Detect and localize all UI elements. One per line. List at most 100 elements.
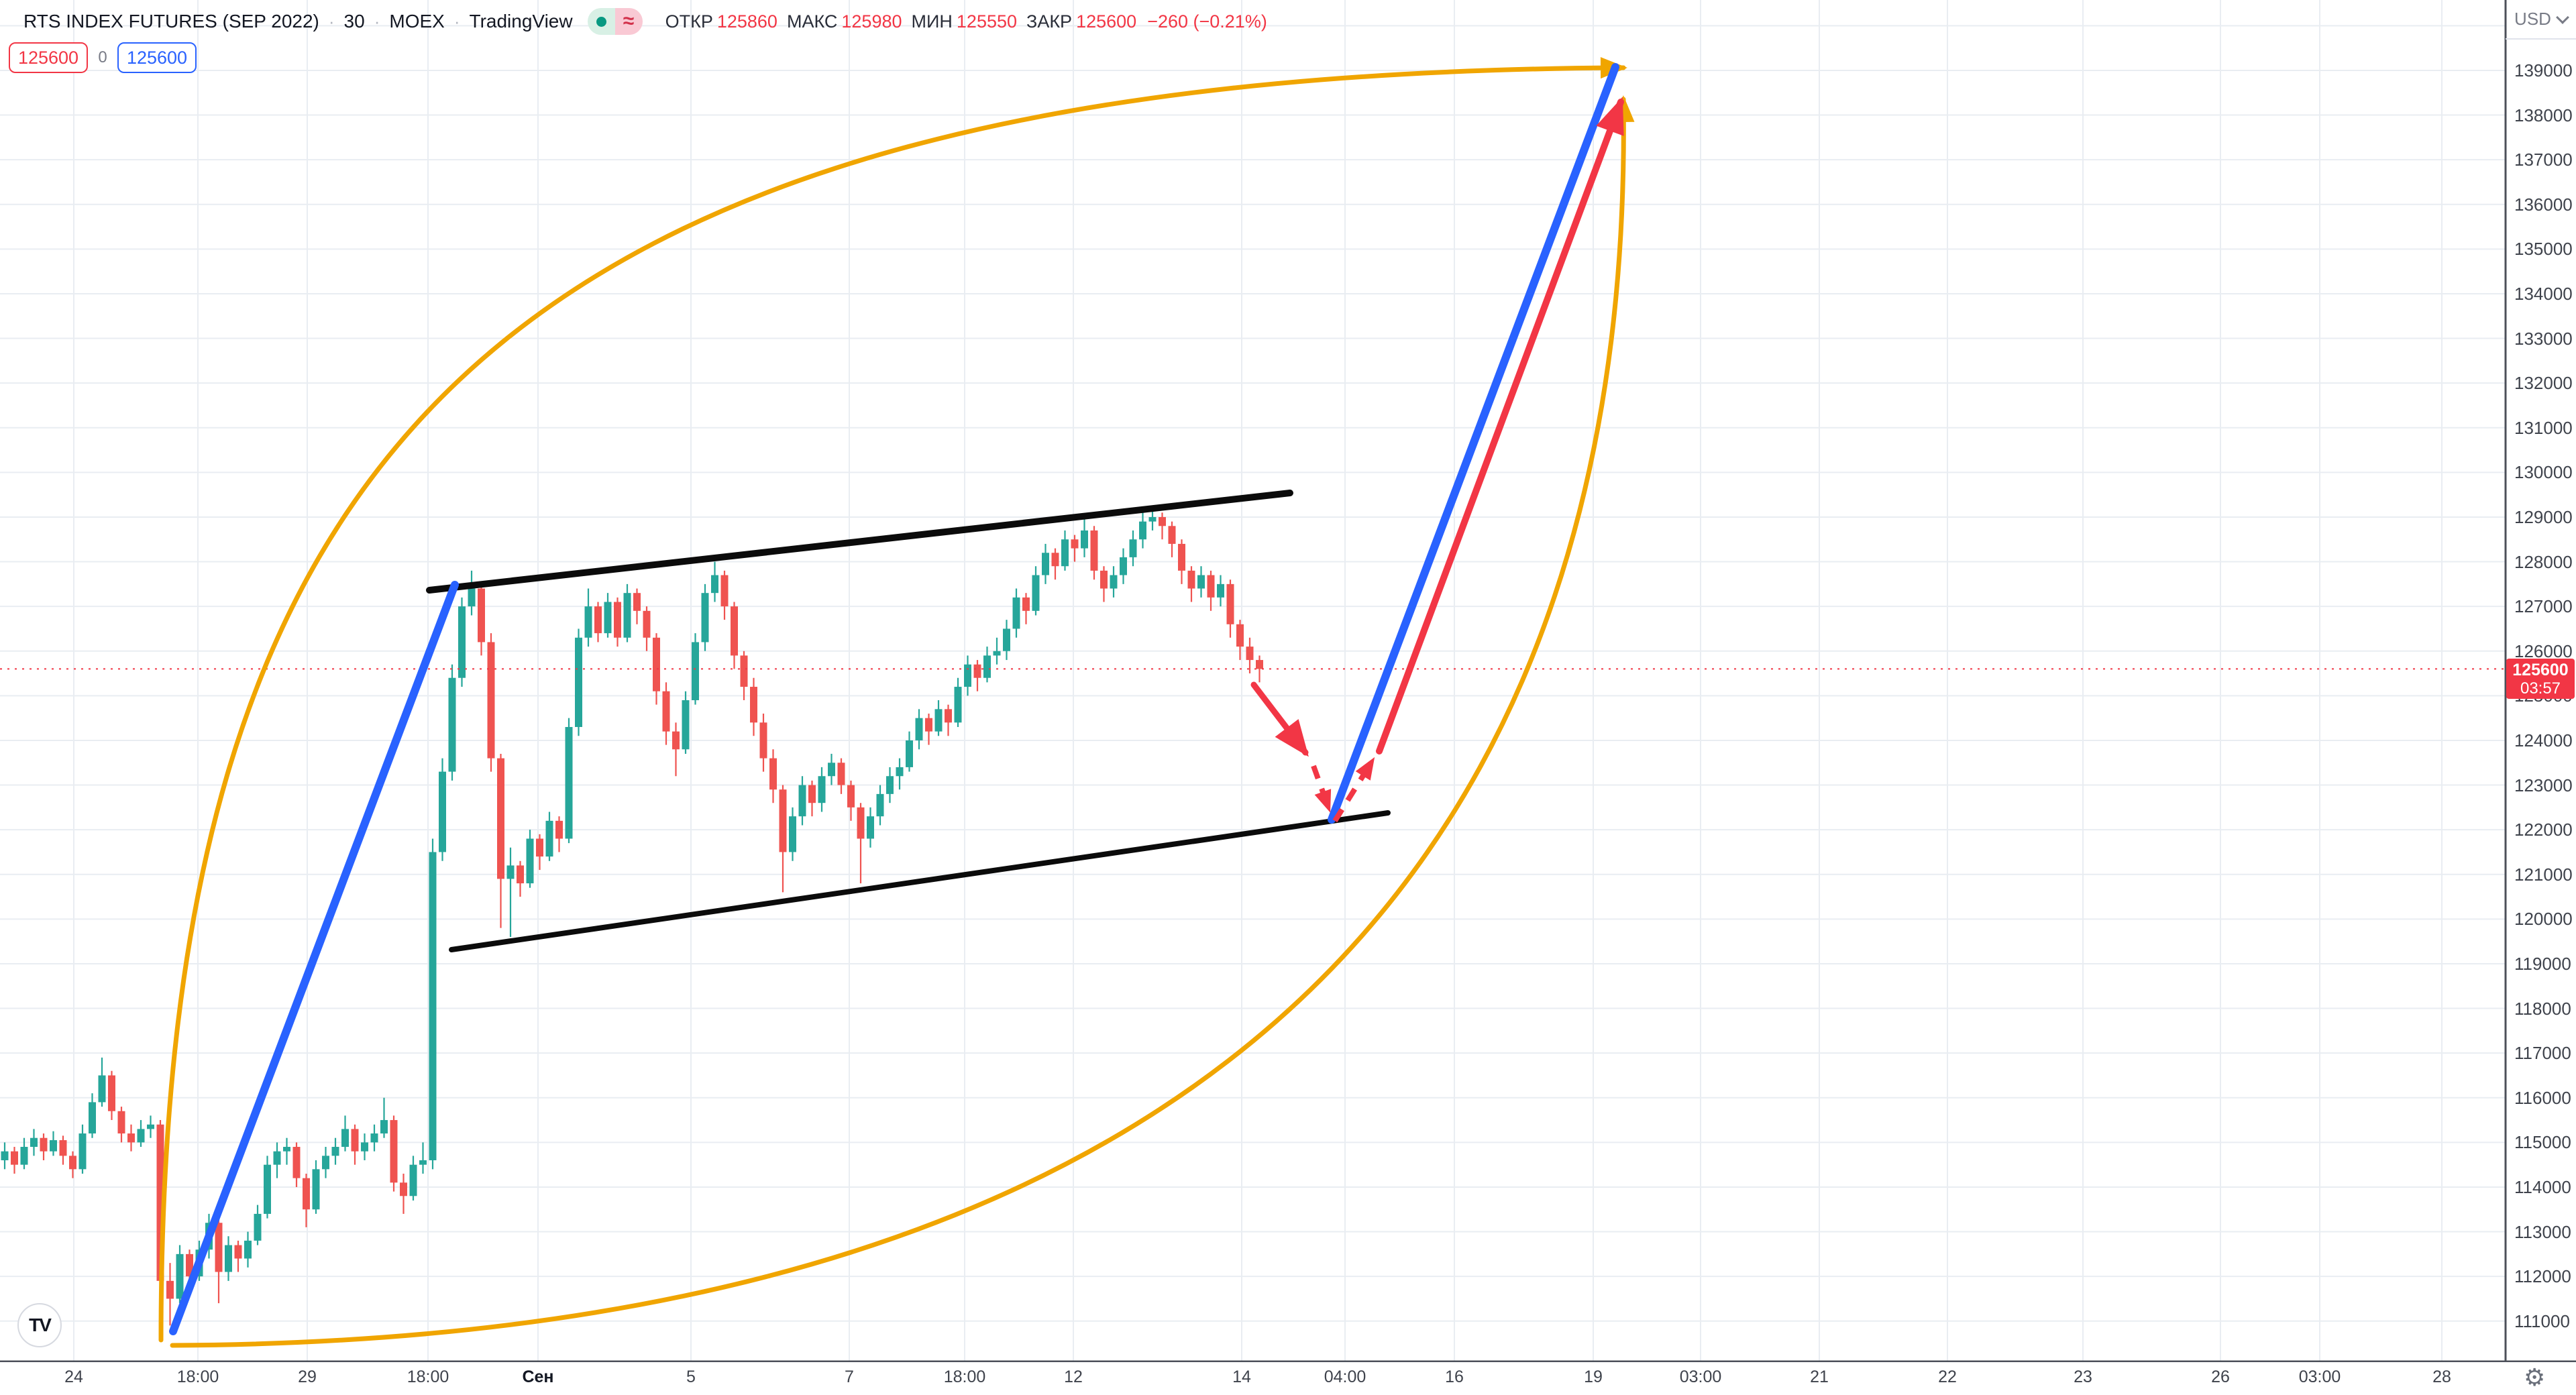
time-axis-label: 12 (1064, 1368, 1083, 1386)
candle-body (828, 763, 835, 777)
candle-body (156, 1124, 164, 1281)
trend-channel-lower[interactable] (449, 810, 1391, 952)
candle-body (1090, 530, 1098, 571)
candle-body (945, 709, 952, 723)
candle-body (886, 776, 894, 794)
price-axis-label: 123000 (2514, 775, 2573, 795)
interval-label[interactable]: 30 (343, 11, 365, 32)
candle-body (1197, 575, 1205, 589)
candle-body (273, 1151, 281, 1165)
time-axis-label: 18:00 (943, 1368, 986, 1386)
candle-body (11, 1151, 18, 1165)
candle-body (682, 700, 690, 750)
time-axis[interactable]: ⚙ 24 18:00 29 18:00 Сен 5 7 18:00 12 14 04:00 16 19 0… (0, 1362, 2576, 1395)
time-axis-label: 03:00 (1679, 1368, 1722, 1386)
drawing-overlays[interactable] (158, 57, 1635, 1348)
candle-body (1081, 530, 1088, 549)
price-axis-label: 137000 (2514, 150, 2573, 170)
separator-dot: · (374, 11, 380, 32)
time-axis-label: 29 (298, 1368, 317, 1386)
symbol-title[interactable]: RTS INDEX FUTURES (SEP 2022) (23, 11, 319, 32)
exchange-label[interactable]: MOEX (389, 11, 445, 32)
candle-body (1226, 583, 1234, 624)
candle-body (439, 771, 446, 852)
candle-body (1071, 539, 1079, 549)
candle-body (818, 776, 826, 803)
currency-selector[interactable]: USD (2506, 0, 2576, 40)
candle-body (1012, 597, 1020, 629)
time-axis-label: 18:00 (176, 1368, 219, 1386)
candle-body (264, 1164, 271, 1214)
time-axis-label: 28 (2432, 1368, 2451, 1386)
candle-body (292, 1147, 301, 1178)
vendor-label[interactable]: TradingView (469, 11, 573, 32)
candle-body (137, 1129, 145, 1143)
candle-body (380, 1120, 388, 1134)
candle-body (400, 1182, 407, 1196)
candle-body (390, 1120, 398, 1183)
chevron-down-icon (2556, 10, 2569, 24)
buy-button[interactable]: 125600 (117, 42, 197, 73)
gold-projection-curve[interactable] (158, 57, 1627, 1343)
price-axis-label: 113000 (2514, 1221, 2571, 1242)
red-solid-arrow[interactable] (1250, 681, 1309, 757)
price-axis-label: 135000 (2514, 239, 2573, 260)
candle-body (478, 588, 485, 643)
candle-body (964, 664, 971, 687)
candle-body (1003, 628, 1010, 651)
price-axis[interactable]: USD 125600 03:57 139000 138000 137000 13600… (2506, 0, 2576, 1395)
time-axis-label: 18:00 (407, 1368, 449, 1386)
candle-body (1217, 583, 1224, 598)
candle-body (506, 865, 515, 879)
symbol-header: RTS INDEX FUTURES (SEP 2022) · 30 · MOEX… (23, 7, 1267, 36)
sell-button[interactable]: 125600 (9, 42, 88, 73)
currency-label: USD (2514, 9, 2551, 29)
candle-body (1120, 557, 1127, 575)
candle-body (1187, 570, 1195, 589)
candle-body (545, 820, 553, 857)
blue-trend-line[interactable] (1328, 63, 1619, 824)
candle-body (623, 593, 631, 638)
price-axis-label: 120000 (2514, 909, 2573, 930)
candle-body (779, 789, 787, 852)
candle-body (750, 687, 757, 723)
candle-body (254, 1213, 262, 1241)
candle-body (808, 785, 816, 803)
red-solid-arrow[interactable] (1376, 97, 1624, 755)
candle-body (331, 1147, 339, 1156)
order-panel: 125600 0 125600 (9, 42, 197, 73)
market-status-pill[interactable]: ≈ (587, 8, 643, 35)
tradingview-logo[interactable]: TV (17, 1303, 62, 1347)
candle-body (740, 655, 748, 687)
price-axis-label: 133000 (2514, 328, 2573, 349)
candle-body (361, 1142, 368, 1152)
price-axis-label: 138000 (2514, 105, 2573, 125)
candle-body (1246, 647, 1254, 661)
candle-body (1139, 521, 1146, 540)
gold-projection-curve[interactable] (170, 95, 1635, 1348)
blue-trend-line[interactable] (169, 581, 459, 1335)
candle-body (1022, 597, 1030, 611)
candle-body (847, 785, 855, 807)
price-axis-label: 132000 (2514, 373, 2573, 394)
open-value: 125860 (716, 11, 777, 32)
ohlc-readout: ОТКР 125860 МАКС 125980 МИН 125550 ЗАКР … (665, 11, 1267, 32)
candle-body (117, 1111, 125, 1134)
red-dashed-arrow[interactable] (1332, 757, 1375, 823)
gear-icon[interactable]: ⚙ (2524, 1363, 2546, 1391)
candle-body (1178, 543, 1185, 571)
price-axis-label: 116000 (2514, 1087, 2571, 1108)
price-axis-label: 114000 (2514, 1176, 2571, 1197)
candle-body (98, 1075, 106, 1103)
red-dashed-arrow[interactable] (1311, 765, 1332, 813)
candle-body (789, 816, 796, 852)
candle-body (1061, 539, 1069, 567)
candle-body (487, 642, 495, 759)
candle-body (1207, 575, 1215, 598)
trend-channel-upper[interactable] (426, 490, 1293, 594)
price-axis-label: 130000 (2514, 462, 2573, 483)
badge-countdown: 03:57 (2520, 679, 2561, 698)
candle-body (701, 593, 709, 643)
candle-body (244, 1240, 252, 1259)
